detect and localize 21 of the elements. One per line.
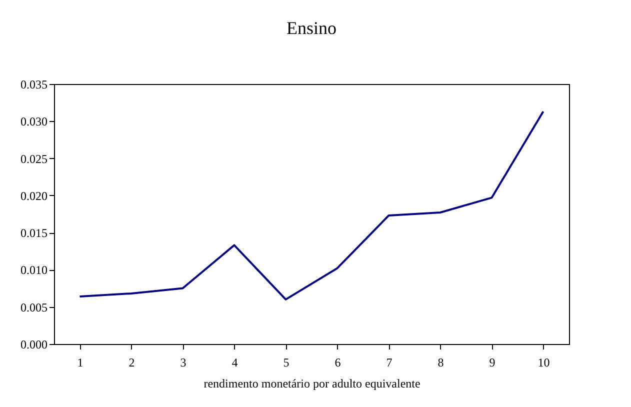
line-series (78, 110, 544, 300)
x-tick-label: 2 (128, 356, 135, 370)
y-tick-label: 0.035 (20, 78, 48, 92)
x-tick-label: 9 (489, 356, 496, 370)
x-axis-title: rendimento monetário por adulto equivalente (204, 376, 420, 390)
y-tick-label: 0.010 (20, 263, 48, 278)
x-tick-label: 1 (77, 356, 84, 370)
x-tick-label: 3 (180, 356, 186, 370)
y-tick-label: 0.030 (20, 114, 48, 129)
y-tick-label: 0.000 (20, 338, 48, 352)
y-tick-label: 0.005 (20, 300, 48, 314)
x-tick-label: 5 (283, 356, 290, 370)
y-tick-label: 0.020 (20, 188, 48, 203)
x-tick-label: 8 (438, 356, 444, 370)
x-tick-label: 10 (538, 356, 550, 370)
x-tick-label: 7 (386, 356, 392, 370)
y-tick-label: 0.015 (20, 226, 48, 240)
chart-title: Ensino (286, 18, 337, 38)
x-tick-label: 4 (232, 356, 238, 370)
y-tick-label: 0.025 (20, 152, 48, 166)
x-tick-label: 6 (334, 356, 341, 370)
